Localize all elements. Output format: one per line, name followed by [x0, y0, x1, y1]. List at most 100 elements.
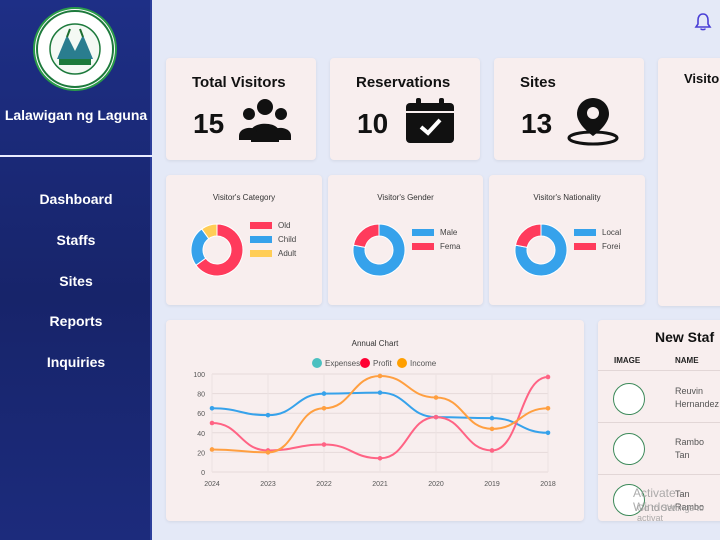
- bell-icon[interactable]: [693, 12, 713, 32]
- stat-card-sites: Sites 13: [494, 58, 644, 160]
- stat-value: 10: [357, 108, 389, 139]
- nav-staffs[interactable]: Staffs: [56, 232, 96, 248]
- data-point-profit[interactable]: [433, 414, 439, 420]
- data-point-expenses[interactable]: [265, 412, 271, 418]
- legend-label: Fema: [440, 242, 461, 251]
- y-tick-label: 60: [197, 411, 205, 418]
- new-staff-card: New Staf IMAGE NAME Reuvin Hernandez Ram…: [598, 320, 720, 521]
- data-point-profit[interactable]: [321, 442, 327, 447]
- legend-item: Local: [574, 228, 621, 237]
- y-tick-label: 100: [193, 372, 205, 379]
- legend-item-profit[interactable]: Profit: [360, 358, 392, 368]
- data-point-income[interactable]: [377, 373, 383, 379]
- side-card-title: Visitor: [684, 71, 720, 86]
- chart-title: Visitor's Category: [212, 193, 276, 202]
- stat-card-reservations: Reservations 10: [330, 58, 480, 160]
- activation-watermark-sub: Go to Settings to activat: [637, 503, 705, 523]
- legend-label: Child: [278, 235, 297, 244]
- nav-dashboard[interactable]: Dashboard: [39, 191, 113, 207]
- x-tick-label: 2023: [260, 481, 276, 488]
- donut-slice-male: [352, 223, 406, 277]
- activation-watermark: Activate Window: [633, 486, 676, 514]
- y-tick-label: 80: [197, 392, 205, 399]
- brand-title: Lalawigan ng Laguna: [4, 107, 148, 123]
- stat-title: Reservations: [356, 74, 451, 91]
- legend-label: Profit: [373, 359, 392, 368]
- legend-item: Male: [412, 228, 457, 237]
- legend-swatch: [412, 229, 434, 237]
- row-divider: [598, 474, 720, 475]
- annual-line-chart: Expenses Profit Income 0 20 40 60 80 100 2024 2023…: [193, 358, 556, 488]
- visitor-category-card: Visitor's Category Old Child Adult: [166, 175, 322, 305]
- data-point-expenses[interactable]: [321, 391, 327, 396]
- stat-title: Sites: [520, 74, 556, 91]
- stat-title: Total Visitors: [192, 74, 286, 91]
- x-tick-label: 2018: [540, 481, 556, 488]
- legend-item-expenses[interactable]: Expenses: [312, 358, 360, 368]
- stat-value: 13: [521, 108, 553, 139]
- data-point-expenses[interactable]: [545, 430, 551, 436]
- legend-item-income[interactable]: Income: [397, 358, 437, 368]
- x-tick-label: 2019: [484, 481, 500, 488]
- annual-chart-title: Annual Chart: [351, 339, 399, 348]
- legend-swatch: [250, 250, 272, 258]
- donut-slice-foreign: [514, 223, 542, 248]
- donut-slice-local: [514, 223, 568, 277]
- staff-name: Tan Rambo: [675, 489, 705, 512]
- x-tick-label: 2021: [372, 481, 388, 488]
- data-point-income[interactable]: [321, 406, 327, 411]
- legend-label: Adult: [278, 249, 297, 258]
- legend-label: Old: [278, 221, 291, 230]
- data-point-income[interactable]: [545, 406, 551, 411]
- staff-name: Reuvin Hernandez: [675, 386, 720, 409]
- location-pin-icon: [567, 98, 619, 146]
- legend-item: Adult: [250, 249, 296, 258]
- legend-marker: [397, 358, 407, 368]
- users-icon: [239, 99, 291, 142]
- donut-slice-female: [352, 223, 380, 248]
- staff-avatar: [613, 484, 645, 516]
- legend-swatch: [250, 222, 272, 230]
- data-point-expenses[interactable]: [209, 406, 215, 411]
- legend-swatch: [250, 236, 272, 244]
- visitor-gender-card: Visitor's Gender Male Fema: [328, 175, 483, 305]
- legend-label: Male: [440, 228, 458, 237]
- sidebar-divider: [0, 155, 152, 157]
- chart-title: Visitor's Gender: [377, 193, 434, 202]
- data-point-profit[interactable]: [209, 420, 215, 426]
- legend-item: Child: [250, 235, 296, 244]
- data-point-expenses[interactable]: [377, 390, 383, 395]
- data-point-expenses[interactable]: [489, 415, 495, 421]
- data-point-income[interactable]: [209, 447, 215, 452]
- legend-marker: [312, 358, 322, 368]
- y-tick-label: 0: [201, 470, 205, 477]
- y-tick-label: 20: [197, 450, 205, 457]
- data-point-profit[interactable]: [377, 455, 383, 461]
- legend-item: Fema: [412, 242, 460, 251]
- staff-avatar: [613, 383, 645, 415]
- legend-label: Local: [602, 228, 622, 237]
- legend-swatch: [574, 243, 596, 251]
- data-point-income[interactable]: [265, 450, 271, 455]
- x-tick-label: 2022: [316, 481, 332, 488]
- data-point-income[interactable]: [433, 395, 439, 400]
- data-point-profit[interactable]: [545, 374, 551, 380]
- row-divider: [598, 370, 720, 371]
- row-divider: [598, 422, 720, 423]
- nav-inquiries[interactable]: Inquiries: [46, 354, 106, 370]
- donut-slice-old: [195, 223, 244, 277]
- legend-label: Expenses: [325, 359, 360, 368]
- staff-avatar: [613, 433, 645, 465]
- legend-swatch: [574, 229, 596, 237]
- visitor-nationality-card: Visitor's Nationality Local Forei: [489, 175, 645, 305]
- nav-reports[interactable]: Reports: [49, 313, 103, 329]
- data-point-profit[interactable]: [489, 448, 495, 453]
- sidebar: Lalawigan ng Laguna Dashboard Staffs Sit…: [0, 0, 152, 540]
- nav-sites[interactable]: Sites: [59, 273, 93, 289]
- y-tick-label: 40: [197, 431, 205, 438]
- legend-item: Forei: [574, 242, 620, 251]
- calendar-check-icon: [406, 98, 454, 143]
- legend-marker: [360, 358, 370, 368]
- data-point-income[interactable]: [489, 426, 495, 432]
- donut-slice-adult: [201, 223, 218, 240]
